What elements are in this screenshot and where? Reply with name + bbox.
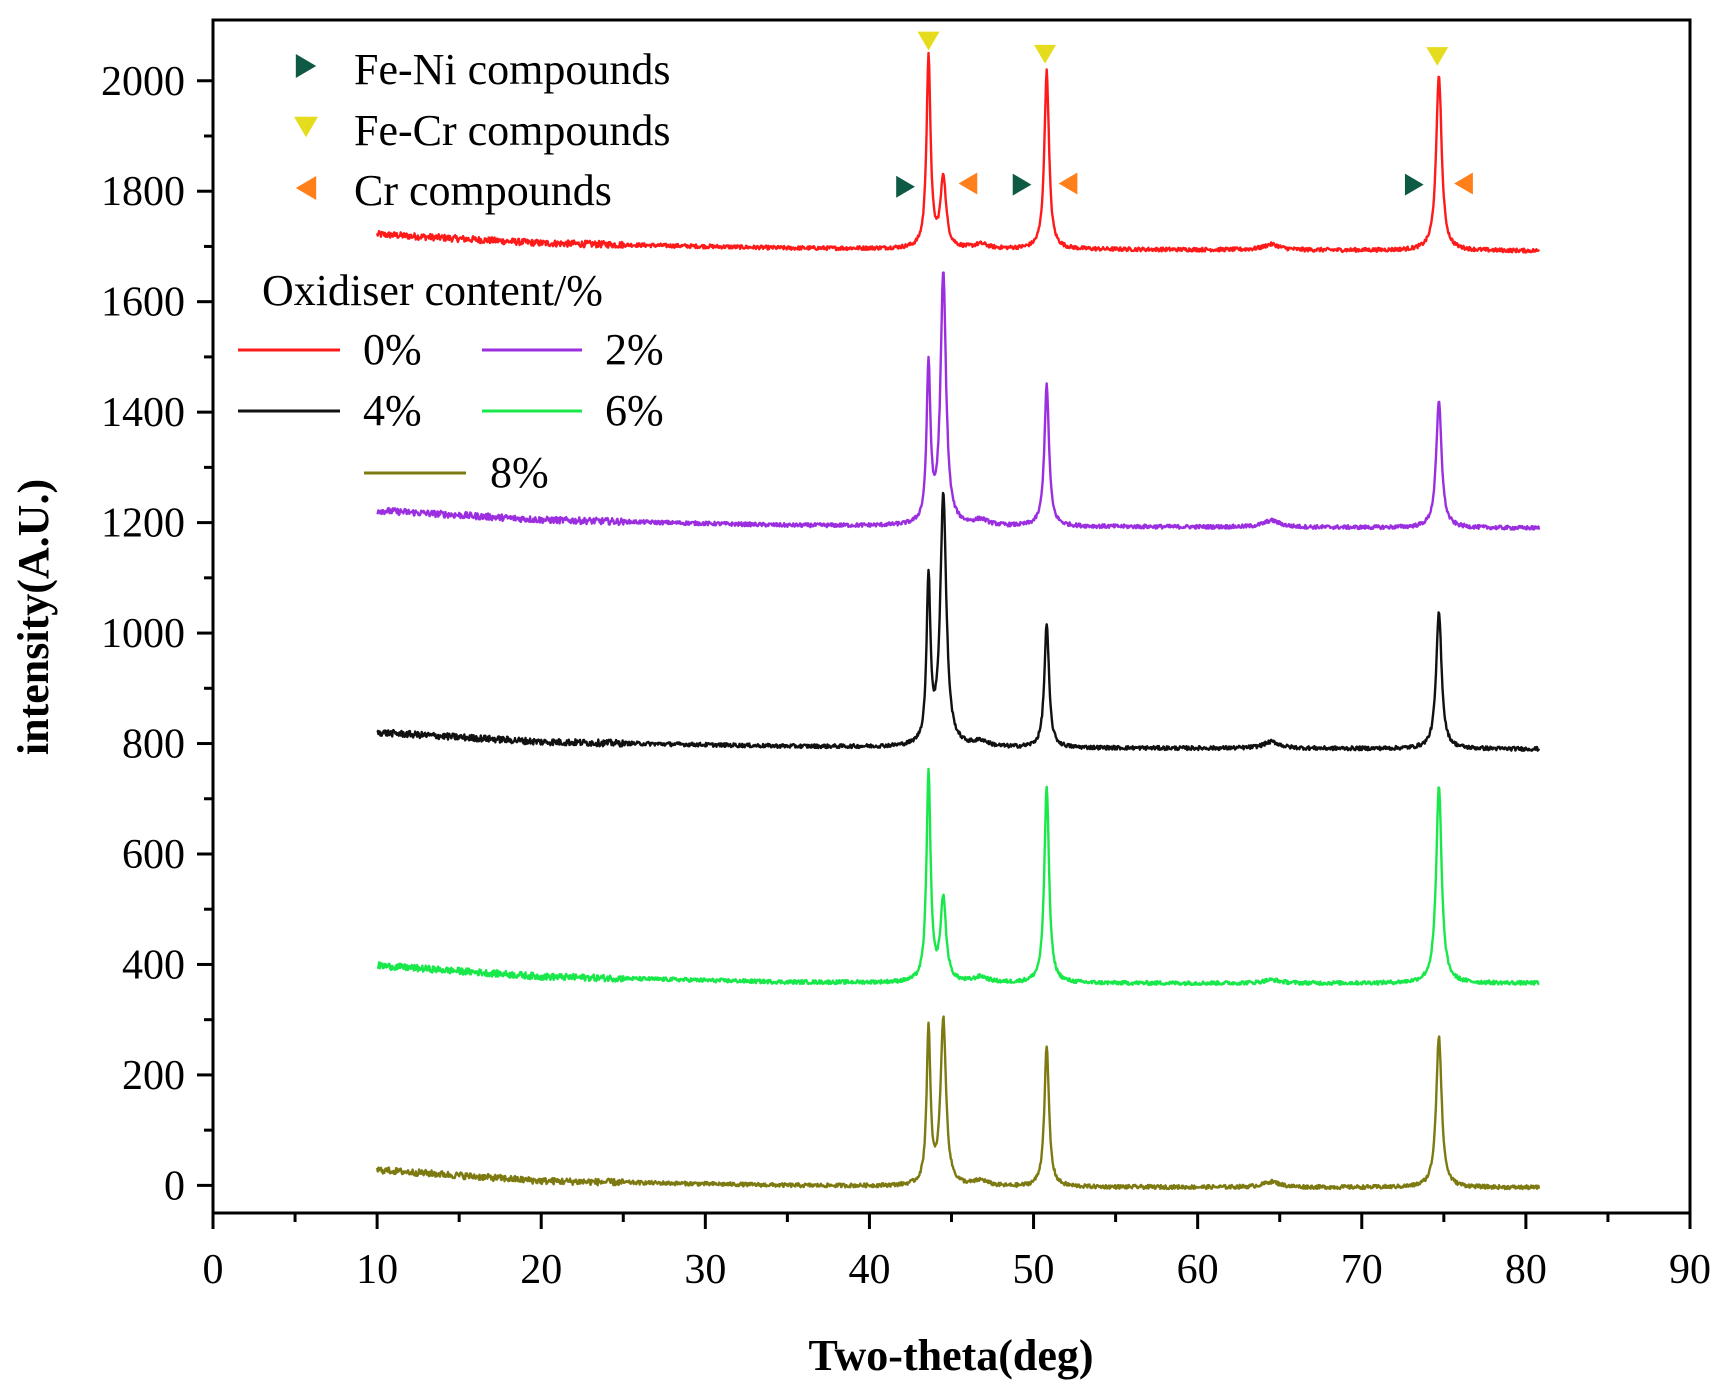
compound-legend: Fe-Ni compounds Fe-Cr compounds Cr compo… xyxy=(294,45,671,215)
legend-fe-cr-compounds: Fe-Cr compounds xyxy=(354,106,671,155)
ticks-layer: 0 10 20 30 40 50 60 70 80 90 0 200 400 600 800 1000 1200… xyxy=(101,59,1711,1293)
y-tick-label-1000: 1000 xyxy=(101,611,185,657)
x-tick-label-60: 60 xyxy=(1177,1247,1219,1293)
peak-marker-3-icon xyxy=(896,175,915,198)
x-tick-label-0: 0 xyxy=(203,1247,224,1293)
x-tick-label-30: 30 xyxy=(684,1247,726,1293)
peak-marker-1-icon xyxy=(1034,44,1057,64)
fe-ni-compounds-marker-icon xyxy=(295,54,317,78)
x-axis-title: Two-theta(deg) xyxy=(808,1331,1093,1380)
y-tick-label-400: 400 xyxy=(122,942,185,988)
legend-label-3: 6% xyxy=(605,386,664,435)
y-axis-title: intensity(A.U.) xyxy=(9,479,58,755)
x-tick-label-70: 70 xyxy=(1341,1247,1383,1293)
legend-label-0: 0% xyxy=(363,325,422,374)
y-tick-label-800: 800 xyxy=(122,722,185,768)
series-line-2 xyxy=(376,491,1541,752)
y-tick-label-1800: 1800 xyxy=(101,169,185,215)
series-layer xyxy=(375,51,1541,1191)
x-tick-label-80: 80 xyxy=(1505,1247,1547,1293)
annotation-layer xyxy=(896,31,1473,198)
x-tick-label-40: 40 xyxy=(848,1247,890,1293)
legend-fe-ni-compounds: Fe-Ni compounds xyxy=(354,45,671,94)
legend-label-1: 2% xyxy=(605,325,664,374)
y-tick-label-1200: 1200 xyxy=(101,501,185,547)
series-line-4 xyxy=(375,1015,1541,1191)
y-tick-label-0: 0 xyxy=(164,1163,185,1209)
peak-marker-7-icon xyxy=(1058,172,1078,195)
peak-marker-0-icon xyxy=(917,31,940,51)
series-legend: Oxidiser content/% 0% 2% 4% 6% 8% xyxy=(238,266,664,497)
legend-title: Oxidiser content/% xyxy=(262,266,603,315)
fe-cr-compounds-marker-icon xyxy=(294,116,318,138)
y-tick-label-1400: 1400 xyxy=(101,390,185,436)
legend-layer: Fe-Ni compounds Fe-Cr compounds Cr compo… xyxy=(238,45,671,497)
series-line-1 xyxy=(376,271,1541,531)
y-tick-label-1600: 1600 xyxy=(101,280,185,326)
peak-marker-4-icon xyxy=(1012,173,1032,196)
peak-marker-8-icon xyxy=(1454,172,1473,195)
y-tick-label-200: 200 xyxy=(122,1053,185,1099)
peak-marker-2-icon xyxy=(1426,47,1449,66)
legend-label-2: 4% xyxy=(363,386,422,435)
x-tick-label-20: 20 xyxy=(520,1247,562,1293)
x-tick-label-90: 90 xyxy=(1669,1247,1711,1293)
legend-cr-compounds: Cr compounds xyxy=(354,166,612,215)
x-tick-label-10: 10 xyxy=(356,1247,398,1293)
peak-marker-6-icon xyxy=(958,172,978,195)
series-line-0 xyxy=(375,51,1540,254)
x-tick-label-50: 50 xyxy=(1013,1247,1055,1293)
legend-label-4: 8% xyxy=(490,448,549,497)
cr-compounds-marker-icon xyxy=(295,176,317,200)
series-line-3 xyxy=(376,767,1540,987)
y-tick-label-600: 600 xyxy=(122,832,185,878)
y-tick-label-2000: 2000 xyxy=(101,59,185,105)
peak-marker-5-icon xyxy=(1404,173,1424,196)
